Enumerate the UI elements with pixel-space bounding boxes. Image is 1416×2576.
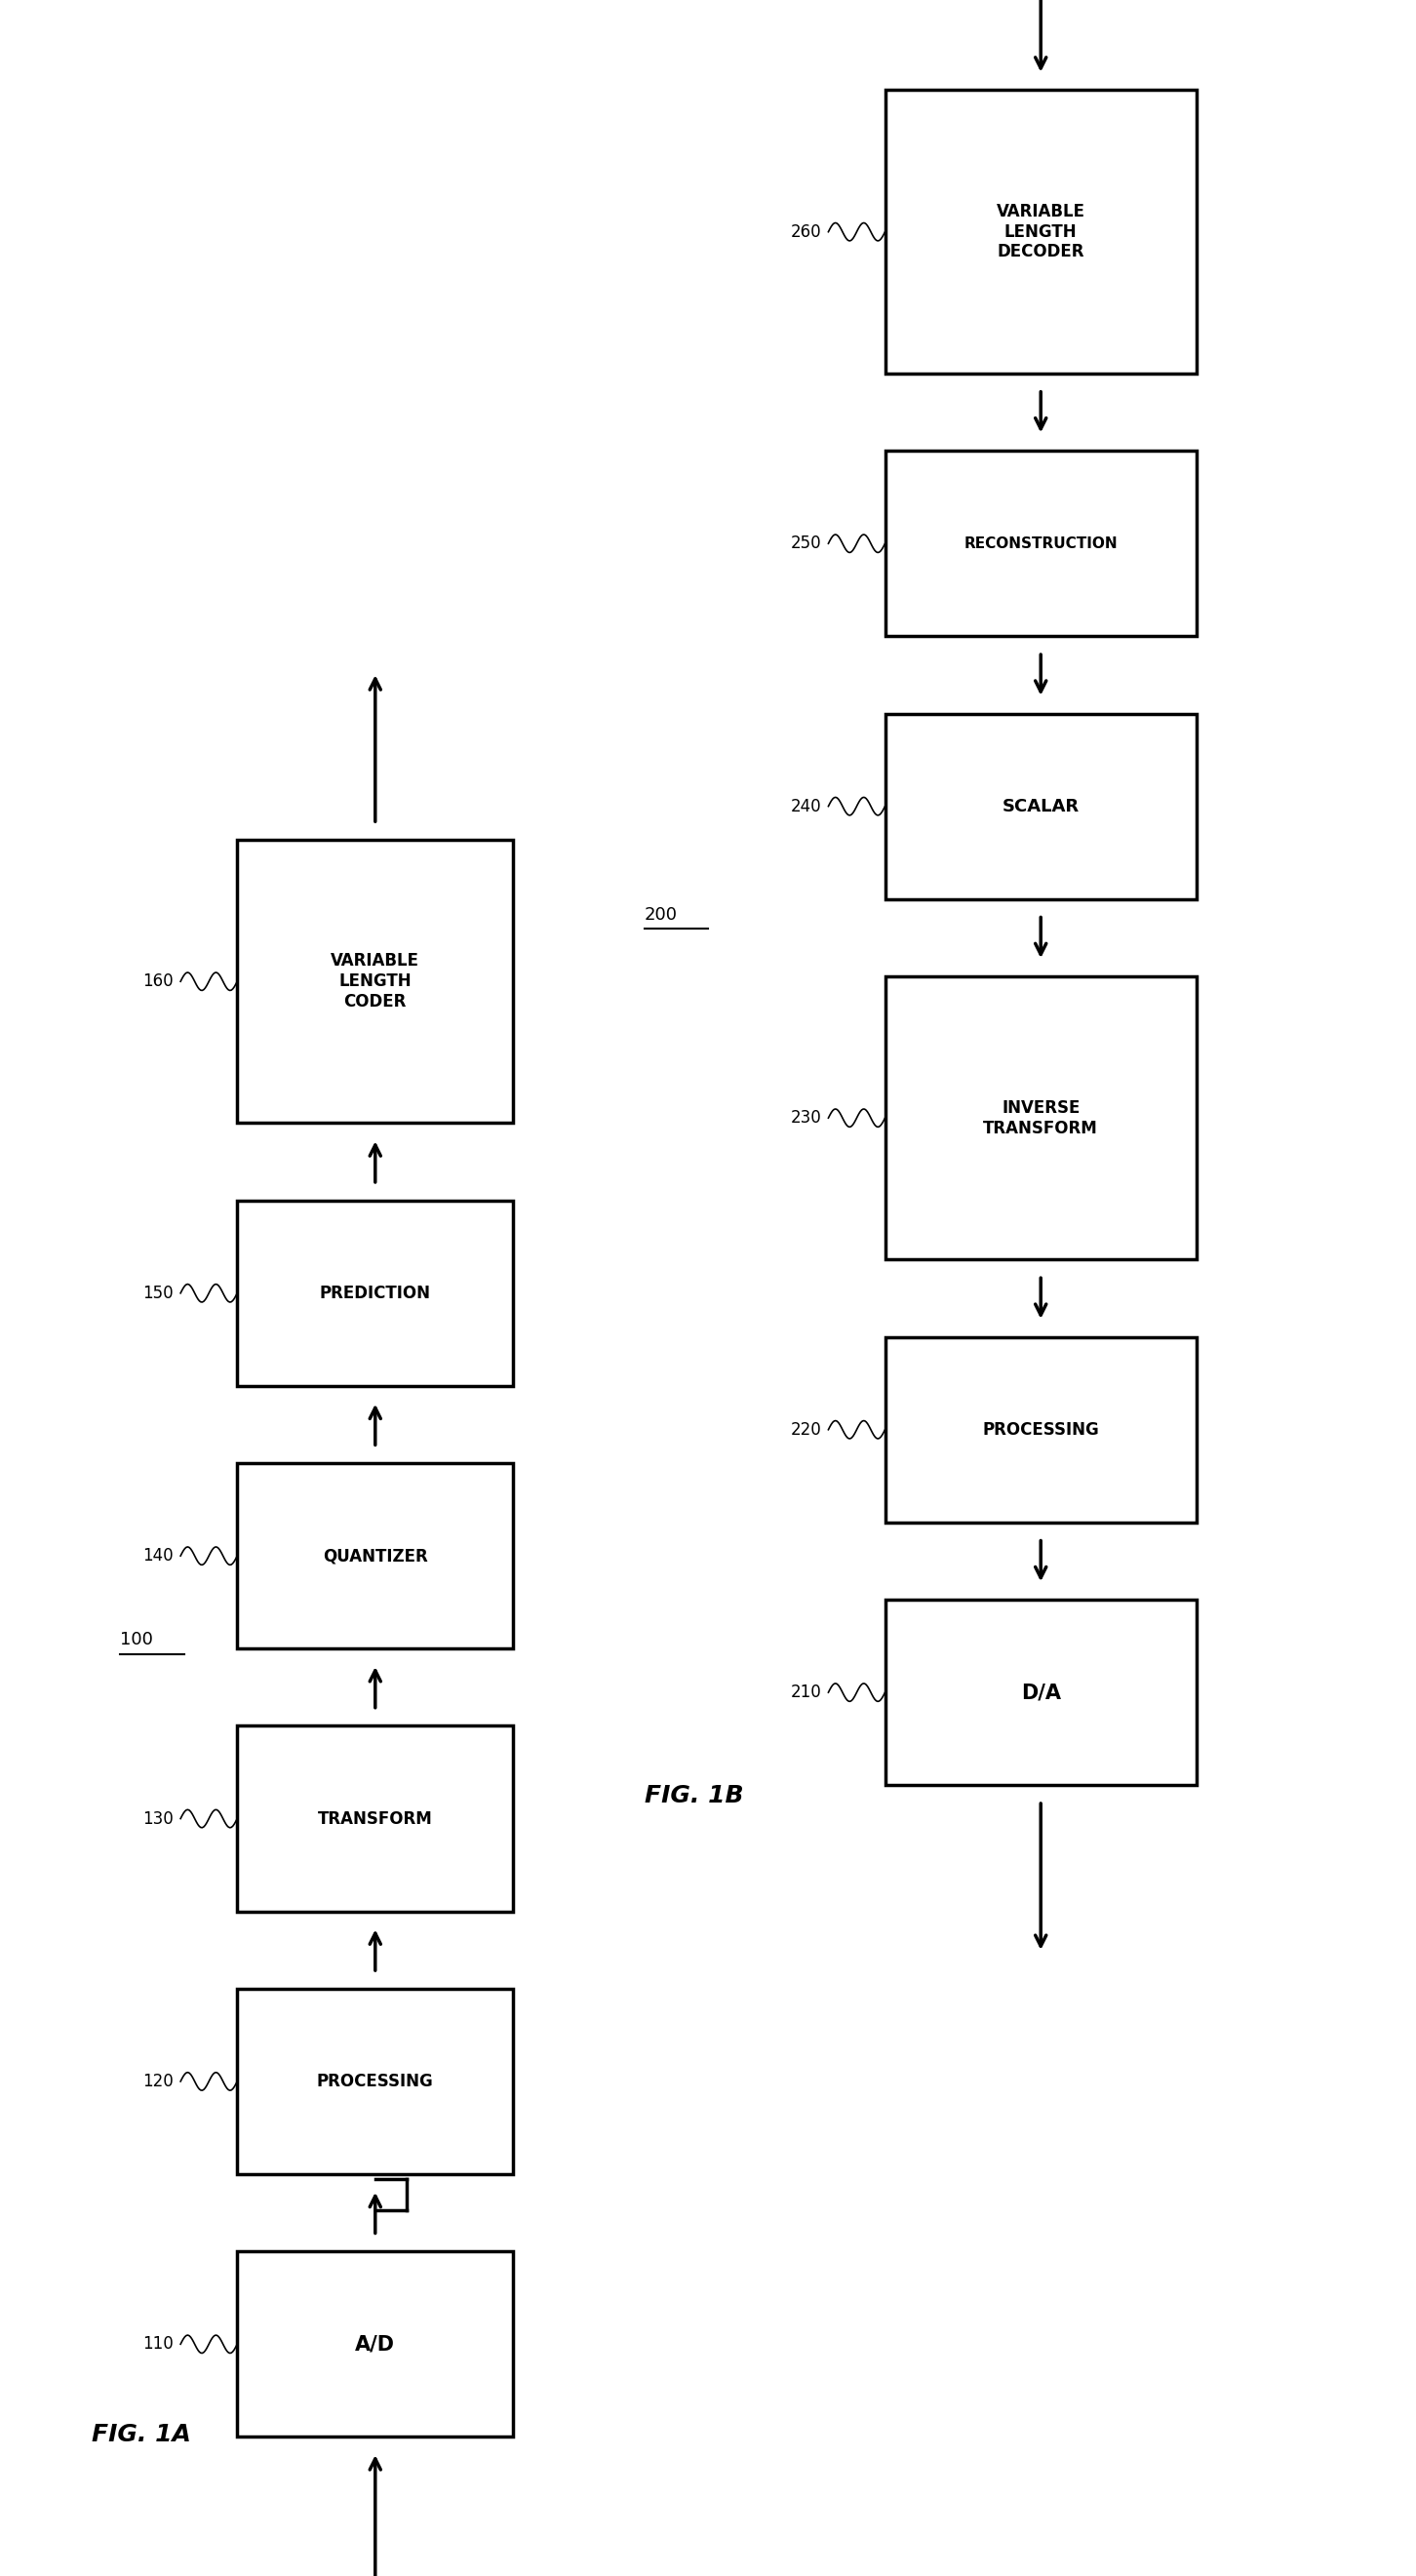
Text: RECONSTRUCTION: RECONSTRUCTION xyxy=(964,536,1117,551)
Text: 250: 250 xyxy=(790,536,821,551)
Text: 150: 150 xyxy=(143,1285,174,1301)
FancyBboxPatch shape xyxy=(238,1463,514,1649)
Text: VARIABLE
LENGTH
DECODER: VARIABLE LENGTH DECODER xyxy=(997,204,1085,260)
Text: INVERSE
TRANSFORM: INVERSE TRANSFORM xyxy=(983,1100,1099,1136)
FancyBboxPatch shape xyxy=(885,714,1197,899)
Text: PREDICTION: PREDICTION xyxy=(320,1285,430,1301)
FancyBboxPatch shape xyxy=(885,90,1197,374)
Text: 120: 120 xyxy=(143,2074,174,2089)
FancyBboxPatch shape xyxy=(238,2251,514,2437)
Text: PROCESSING: PROCESSING xyxy=(983,1422,1099,1437)
FancyBboxPatch shape xyxy=(238,1726,514,1911)
Text: 210: 210 xyxy=(790,1685,821,1700)
Text: PROCESSING: PROCESSING xyxy=(317,2074,433,2089)
Text: SCALAR: SCALAR xyxy=(1003,799,1079,814)
Text: 110: 110 xyxy=(143,2336,174,2352)
FancyBboxPatch shape xyxy=(885,1600,1197,1785)
Text: FIG. 1A: FIG. 1A xyxy=(92,2421,191,2447)
Text: QUANTIZER: QUANTIZER xyxy=(323,1548,428,1564)
FancyBboxPatch shape xyxy=(885,451,1197,636)
Text: 230: 230 xyxy=(790,1110,821,1126)
FancyBboxPatch shape xyxy=(885,976,1197,1260)
FancyBboxPatch shape xyxy=(238,1989,514,2174)
FancyBboxPatch shape xyxy=(238,840,514,1123)
Text: 200: 200 xyxy=(644,907,677,925)
Text: 160: 160 xyxy=(143,974,174,989)
FancyBboxPatch shape xyxy=(238,1200,514,1386)
Text: VARIABLE
LENGTH
CODER: VARIABLE LENGTH CODER xyxy=(331,953,419,1010)
Text: A/D: A/D xyxy=(355,2334,395,2354)
Text: FIG. 1B: FIG. 1B xyxy=(644,1783,743,1808)
Text: D/A: D/A xyxy=(1021,1682,1061,1703)
Text: 100: 100 xyxy=(120,1631,153,1649)
FancyBboxPatch shape xyxy=(885,1337,1197,1522)
Text: 130: 130 xyxy=(143,1811,174,1826)
Text: TRANSFORM: TRANSFORM xyxy=(317,1811,433,1826)
Text: 240: 240 xyxy=(790,799,821,814)
Text: 260: 260 xyxy=(790,224,821,240)
Text: 140: 140 xyxy=(143,1548,174,1564)
Text: 220: 220 xyxy=(790,1422,821,1437)
